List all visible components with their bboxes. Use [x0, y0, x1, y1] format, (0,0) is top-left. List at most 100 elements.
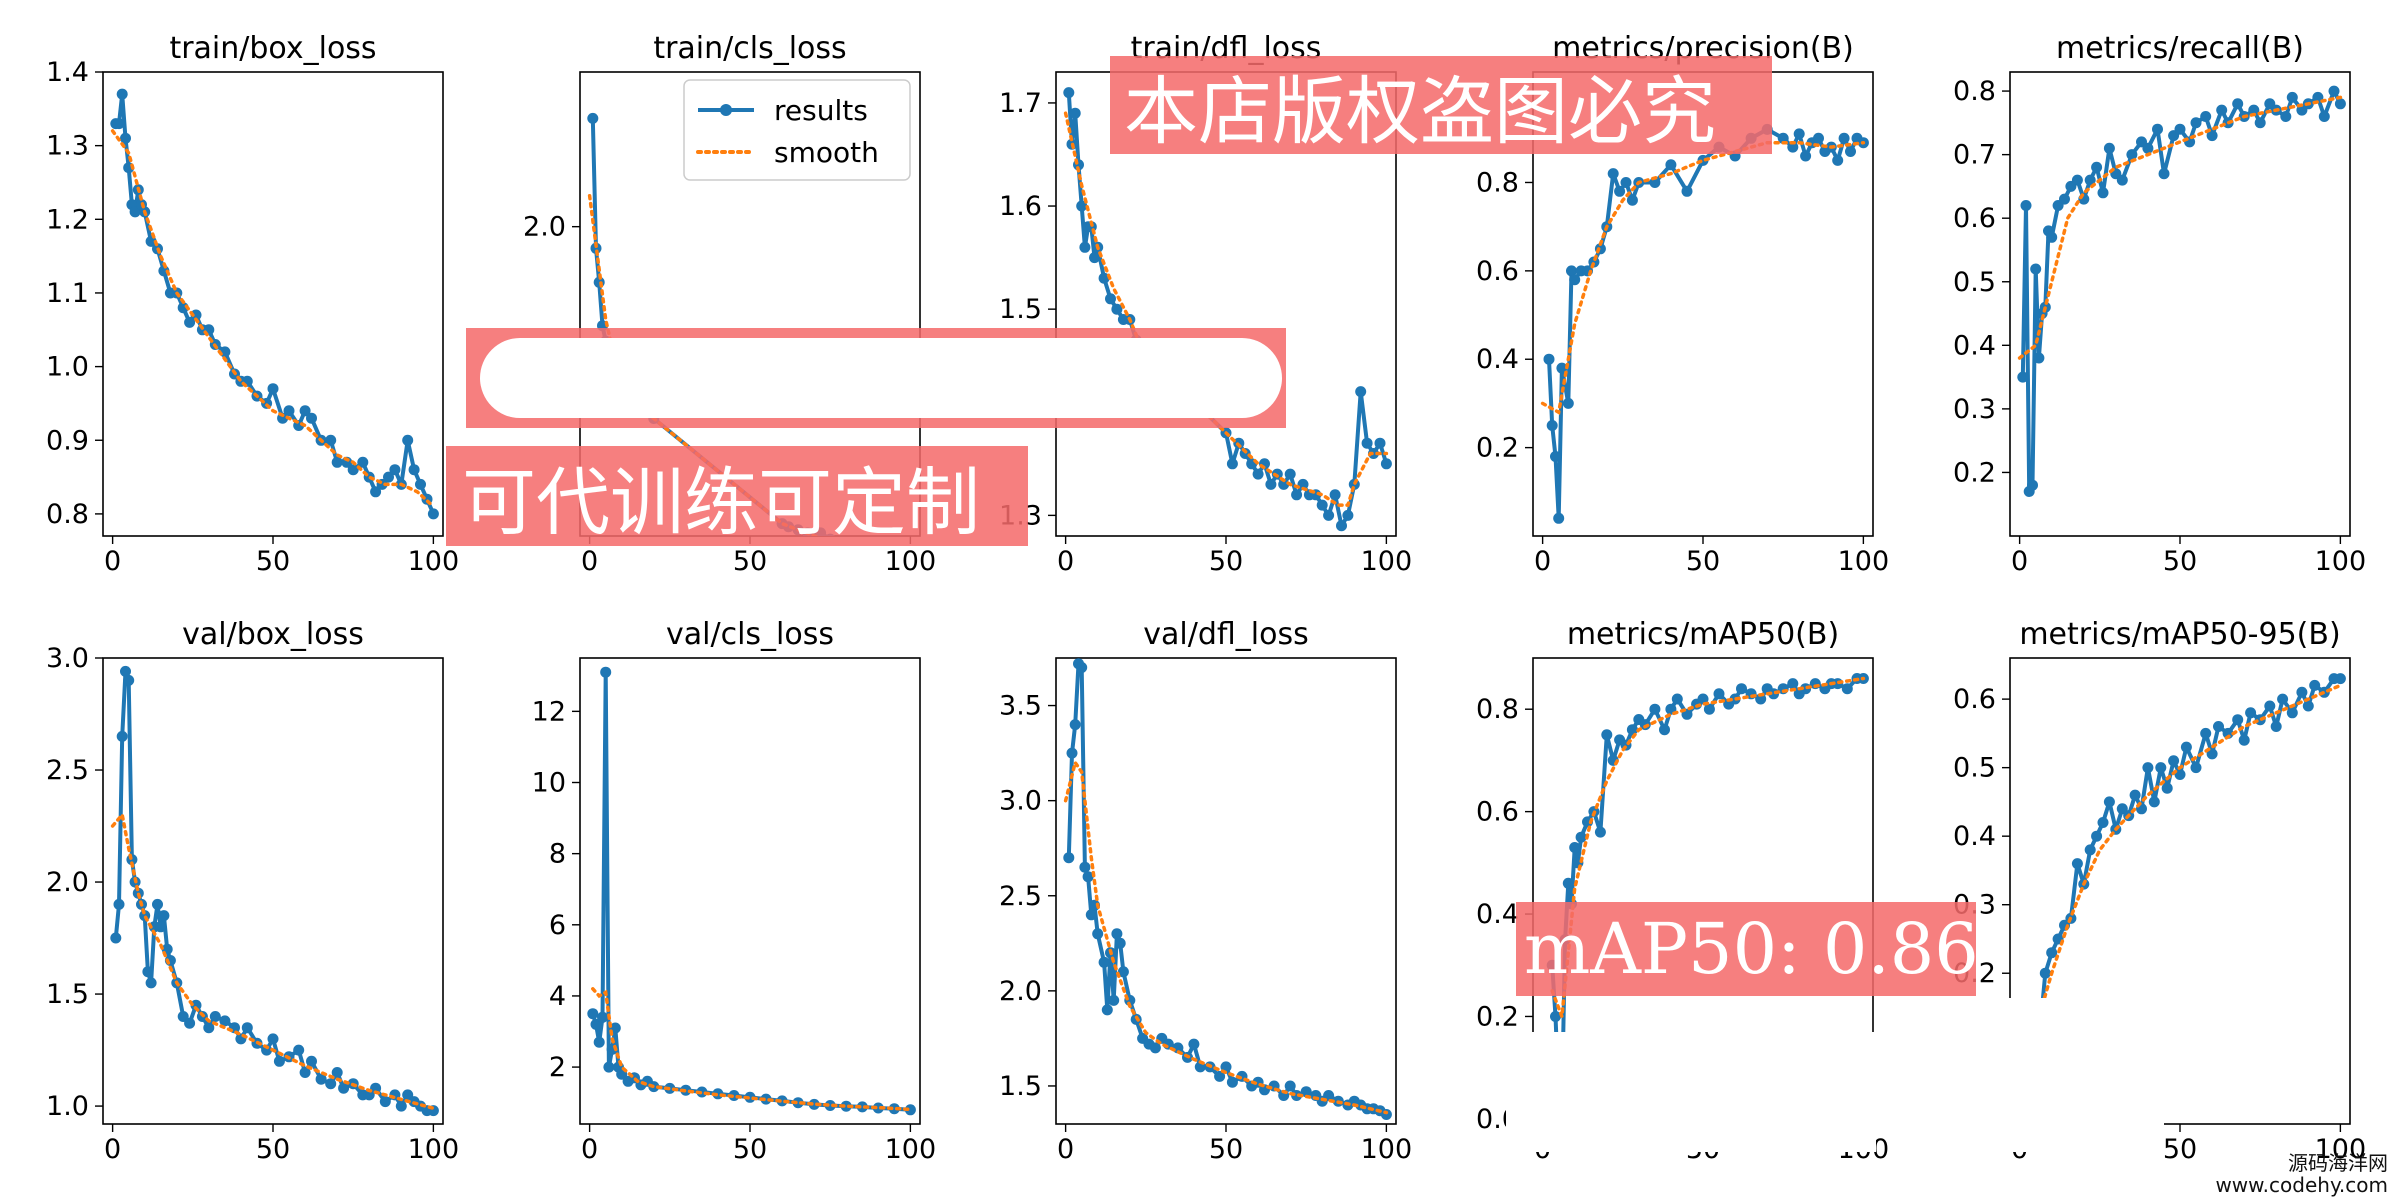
legend-label-results: results	[774, 94, 868, 127]
results-point	[203, 1022, 215, 1034]
x-tick-label: 0	[1057, 546, 1074, 577]
results-point	[1614, 185, 1626, 197]
training-service-banner: 可代训练可定制	[446, 446, 1028, 546]
results-point	[872, 1102, 884, 1114]
results-point	[2030, 263, 2042, 275]
results-point	[1149, 1042, 1161, 1054]
results-point	[2158, 168, 2170, 180]
results-point	[2200, 727, 2212, 739]
results-point	[145, 977, 157, 989]
x-tick-label: 50	[733, 546, 767, 577]
results-point	[306, 1055, 317, 1067]
results-point	[2277, 693, 2289, 705]
results-point	[1076, 662, 1088, 673]
results-point	[1665, 159, 1677, 171]
subplot-7: val/cls_loss 0 50 100 2 4 6 8 10 12	[532, 617, 937, 1165]
results-point	[190, 999, 202, 1011]
results-point	[1265, 478, 1277, 490]
y-tick-label: 0.7	[1953, 140, 1996, 171]
results-point	[2190, 117, 2202, 129]
y-tick-label: 0.4	[1953, 330, 1996, 361]
results-line	[2020, 89, 2343, 494]
results-point	[1323, 509, 1335, 521]
results-point	[209, 1011, 221, 1022]
blank-banner	[466, 328, 1286, 428]
results-point	[2334, 673, 2346, 685]
results-point	[2148, 796, 2160, 808]
results-point	[1550, 1011, 1561, 1022]
results-point	[1082, 871, 1094, 883]
results-point	[2059, 193, 2070, 205]
results-point	[2248, 104, 2260, 116]
results-point	[1649, 703, 1661, 715]
results-point	[2046, 947, 2058, 959]
results-point	[1713, 688, 1725, 700]
results-point	[1838, 132, 1850, 144]
results-point	[600, 666, 612, 678]
y-tick-label: 0.2	[1476, 433, 1519, 464]
results-point	[760, 1093, 772, 1105]
smooth-line	[110, 129, 436, 509]
x-tick-label: 0	[1534, 546, 1551, 577]
y-tick-label: 0.8	[46, 499, 89, 530]
subplot-title: val/box_loss	[182, 617, 364, 652]
results-point	[587, 112, 599, 124]
map50-banner-text: mAP50: 0.86	[1524, 908, 1979, 990]
results-point	[315, 1073, 327, 1085]
results-point	[840, 1100, 852, 1112]
results-point	[1681, 185, 1693, 197]
results-point	[1063, 87, 1075, 99]
results-point	[306, 412, 317, 424]
x-tick-label: 50	[733, 1134, 767, 1165]
subplot-title: metrics/mAP50(B)	[1567, 617, 1839, 652]
x-tick-label: 50	[1209, 546, 1243, 577]
results-point	[1079, 861, 1091, 873]
results-point	[152, 898, 163, 910]
results-point	[357, 456, 369, 468]
results-point	[856, 1101, 868, 1113]
results-point	[2091, 161, 2103, 173]
results-point	[2222, 727, 2234, 739]
results-point	[1566, 265, 1577, 277]
y-tick-label: 2	[549, 1052, 566, 1083]
y-tick-label: 0.2	[1953, 457, 1996, 488]
results-point	[1085, 909, 1097, 921]
results-point	[2280, 111, 2292, 122]
results-point	[1755, 693, 1767, 705]
results-point	[1079, 241, 1091, 253]
results-point	[2152, 123, 2163, 135]
y-tick-label: 0.6	[1953, 684, 1996, 715]
results-point	[1562, 397, 1574, 409]
results-point	[283, 405, 295, 417]
x-tick-label: 50	[2163, 1134, 2197, 1165]
x-tick-label: 100	[885, 1134, 937, 1165]
results-point	[1543, 353, 1555, 365]
results-point	[370, 1082, 382, 1094]
results-point	[1342, 509, 1354, 521]
x-tick-label: 100	[885, 546, 937, 577]
results-point	[1562, 877, 1574, 889]
results-point	[2103, 796, 2115, 808]
results-point	[113, 898, 125, 910]
y-tick-label: 0.3	[1953, 394, 1996, 425]
results-point	[1076, 200, 1088, 212]
results-line	[590, 670, 911, 1112]
results-point	[2180, 741, 2192, 753]
smooth-line	[1550, 676, 1866, 1018]
results-point	[2126, 149, 2138, 161]
results-point	[2232, 714, 2244, 726]
y-tick-label: 1.2	[46, 204, 89, 235]
results-point	[2039, 967, 2051, 979]
subplot-title: val/cls_loss	[666, 617, 834, 652]
results-point	[593, 1036, 605, 1048]
subplot-10: metrics/mAP50-95(B)0501000.00.10.20.30.4…	[1953, 617, 2366, 1165]
results-point	[904, 1104, 916, 1116]
subplot-title: train/box_loss	[169, 31, 376, 66]
results-point	[824, 1100, 836, 1111]
results-point	[389, 464, 401, 476]
results-point	[184, 1017, 196, 1029]
results-point	[1336, 520, 1347, 532]
